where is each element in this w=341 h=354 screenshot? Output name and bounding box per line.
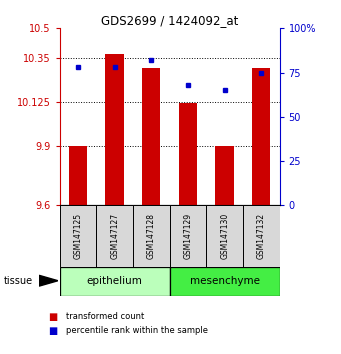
Bar bbox=[252, 68, 270, 205]
Bar bbox=[133, 205, 170, 267]
Bar bbox=[96, 205, 133, 267]
Bar bbox=[206, 205, 243, 267]
Bar bbox=[60, 267, 169, 296]
Text: GSM147128: GSM147128 bbox=[147, 213, 156, 259]
Text: GSM147127: GSM147127 bbox=[110, 213, 119, 259]
Bar bbox=[216, 146, 234, 205]
Bar bbox=[60, 205, 96, 267]
Text: percentile rank within the sample: percentile rank within the sample bbox=[66, 326, 208, 336]
Bar bbox=[243, 205, 280, 267]
Text: GSM147125: GSM147125 bbox=[74, 213, 83, 259]
Text: epithelium: epithelium bbox=[87, 276, 143, 286]
Bar bbox=[169, 267, 280, 296]
Bar bbox=[69, 146, 87, 205]
Bar bbox=[142, 68, 161, 205]
Text: GSM147130: GSM147130 bbox=[220, 213, 229, 259]
Title: GDS2699 / 1424092_at: GDS2699 / 1424092_at bbox=[101, 14, 238, 27]
Polygon shape bbox=[39, 275, 58, 286]
Text: transformed count: transformed count bbox=[66, 312, 145, 321]
Text: GSM147132: GSM147132 bbox=[257, 213, 266, 259]
Bar bbox=[105, 54, 124, 205]
Text: ■: ■ bbox=[48, 326, 57, 336]
Bar bbox=[179, 103, 197, 205]
Text: ■: ■ bbox=[48, 312, 57, 322]
Text: tissue: tissue bbox=[3, 276, 32, 286]
Text: mesenchyme: mesenchyme bbox=[190, 276, 260, 286]
Text: GSM147129: GSM147129 bbox=[183, 213, 192, 259]
Bar bbox=[169, 205, 206, 267]
